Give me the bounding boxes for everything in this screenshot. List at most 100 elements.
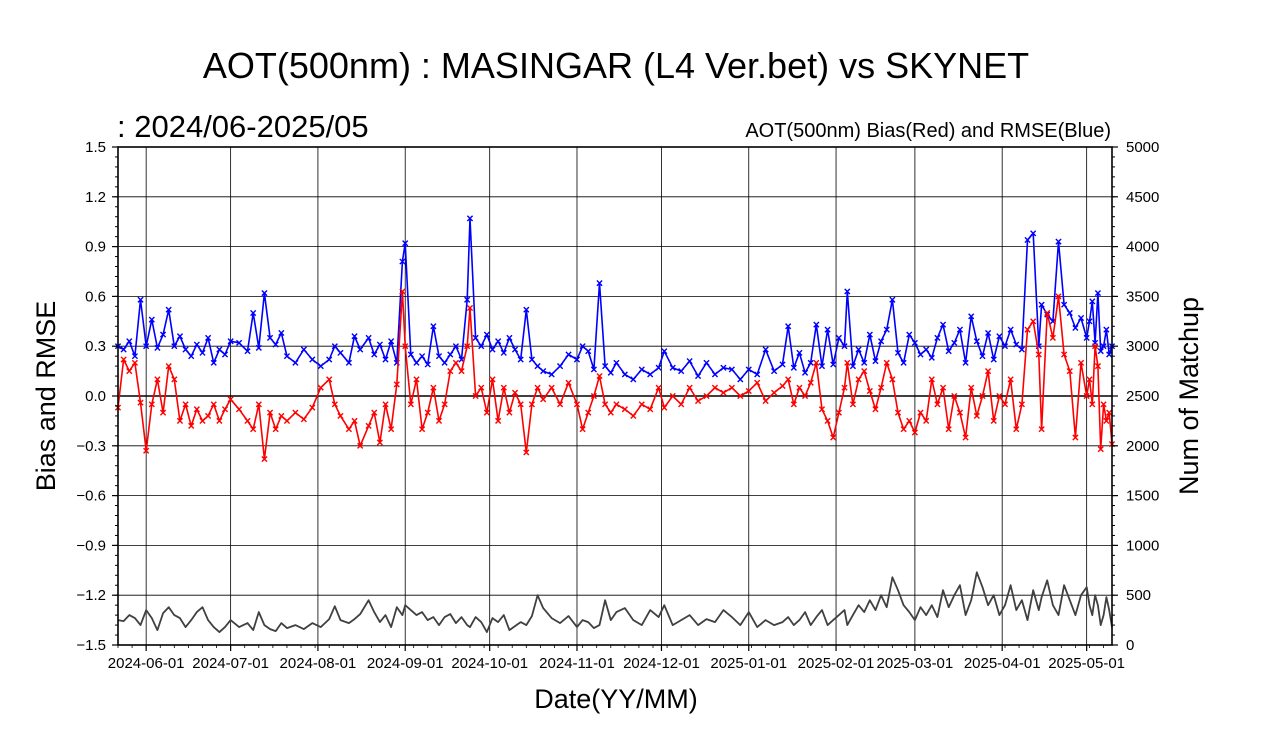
data-point bbox=[824, 326, 831, 333]
data-point bbox=[399, 258, 406, 265]
data-point bbox=[1049, 334, 1056, 341]
data-point bbox=[694, 372, 702, 380]
data-point bbox=[737, 376, 744, 383]
data-point bbox=[216, 417, 223, 424]
x-tick-label: 2024-12-01 bbox=[623, 655, 700, 672]
data-point bbox=[573, 401, 581, 408]
y-right-tick-label: 3000 bbox=[1126, 338, 1159, 355]
data-point bbox=[728, 384, 735, 391]
data-point bbox=[818, 406, 826, 413]
data-point bbox=[1077, 314, 1085, 322]
data-point bbox=[872, 358, 879, 365]
data-point bbox=[317, 384, 324, 391]
data-point bbox=[661, 348, 668, 355]
data-point bbox=[900, 426, 907, 433]
data-point bbox=[430, 323, 437, 330]
data-point bbox=[126, 368, 133, 375]
data-point bbox=[407, 401, 414, 408]
data-point bbox=[388, 338, 395, 345]
data-point bbox=[990, 356, 997, 363]
text-layer: AOT(500nm) : MASINGAR (L4 Ver.bet) vs SK… bbox=[31, 45, 1204, 714]
data-point bbox=[447, 368, 454, 375]
x-tick-label: 2024-06-01 bbox=[108, 655, 185, 672]
data-point bbox=[517, 401, 524, 408]
data-point bbox=[830, 434, 837, 441]
data-point bbox=[171, 343, 178, 350]
data-point bbox=[841, 343, 848, 350]
data-point bbox=[500, 384, 507, 391]
data-point bbox=[483, 331, 490, 338]
data-point bbox=[923, 346, 930, 353]
data-point bbox=[148, 316, 155, 323]
data-point bbox=[638, 401, 645, 408]
data-point bbox=[686, 384, 693, 391]
data-point bbox=[345, 426, 352, 433]
data-point bbox=[985, 368, 992, 375]
data-point bbox=[540, 396, 547, 403]
x-tick-label: 2024-07-01 bbox=[192, 655, 269, 672]
data-point bbox=[357, 346, 364, 353]
data-point bbox=[585, 348, 592, 355]
data-point bbox=[452, 359, 459, 366]
data-point bbox=[143, 447, 150, 454]
data-point bbox=[894, 349, 902, 356]
y-left-tick-label: −0.3 bbox=[76, 438, 106, 455]
data-point bbox=[951, 392, 958, 400]
data-point bbox=[779, 361, 786, 368]
data-point bbox=[573, 356, 581, 363]
y-right-tick-label: 1500 bbox=[1126, 488, 1159, 505]
data-point bbox=[906, 331, 913, 338]
data-point bbox=[928, 354, 935, 361]
data-point bbox=[762, 346, 769, 353]
x-tick-label: 2025-04-01 bbox=[964, 655, 1041, 672]
data-point bbox=[1097, 446, 1104, 453]
data-point bbox=[548, 384, 555, 391]
data-point bbox=[779, 382, 786, 390]
data-point bbox=[388, 426, 395, 433]
data-point bbox=[292, 359, 299, 366]
data-point bbox=[402, 240, 409, 247]
data-point bbox=[754, 371, 761, 378]
period-label: : 2024/06-2025/05 bbox=[117, 109, 369, 144]
data-point bbox=[1089, 401, 1096, 408]
data-point bbox=[1018, 401, 1025, 408]
data-point bbox=[1055, 293, 1062, 300]
data-point bbox=[911, 429, 918, 436]
data-point bbox=[1094, 363, 1102, 370]
y-right-tick-label: 3500 bbox=[1126, 288, 1159, 305]
data-point bbox=[979, 353, 986, 360]
data-point bbox=[1055, 238, 1062, 245]
data-point bbox=[1038, 426, 1045, 433]
data-point bbox=[221, 406, 229, 413]
data-point bbox=[866, 387, 873, 395]
data-point bbox=[973, 338, 980, 345]
data-point bbox=[407, 351, 414, 358]
data-point bbox=[165, 363, 172, 370]
data-point bbox=[703, 359, 710, 366]
data-point bbox=[771, 389, 778, 396]
data-point bbox=[517, 356, 524, 363]
data-point bbox=[917, 351, 924, 358]
data-point bbox=[579, 426, 586, 433]
data-point bbox=[849, 363, 857, 370]
data-point bbox=[272, 426, 279, 433]
series-line-2 bbox=[117, 571, 1113, 633]
data-point bbox=[939, 321, 947, 328]
data-point bbox=[1018, 346, 1025, 353]
data-point bbox=[227, 338, 234, 345]
data-point bbox=[596, 280, 603, 287]
y-right-tick-label: 5000 bbox=[1126, 139, 1159, 156]
data-point bbox=[1061, 301, 1068, 308]
series-line-1 bbox=[117, 290, 1113, 460]
data-point bbox=[447, 351, 454, 358]
data-point bbox=[669, 392, 676, 400]
data-point bbox=[917, 409, 924, 416]
data-point bbox=[990, 417, 997, 424]
data-point bbox=[466, 215, 474, 222]
data-point bbox=[292, 409, 299, 416]
data-point bbox=[506, 409, 513, 416]
data-point bbox=[137, 296, 144, 303]
data-point bbox=[176, 417, 184, 424]
data-point bbox=[866, 331, 873, 338]
